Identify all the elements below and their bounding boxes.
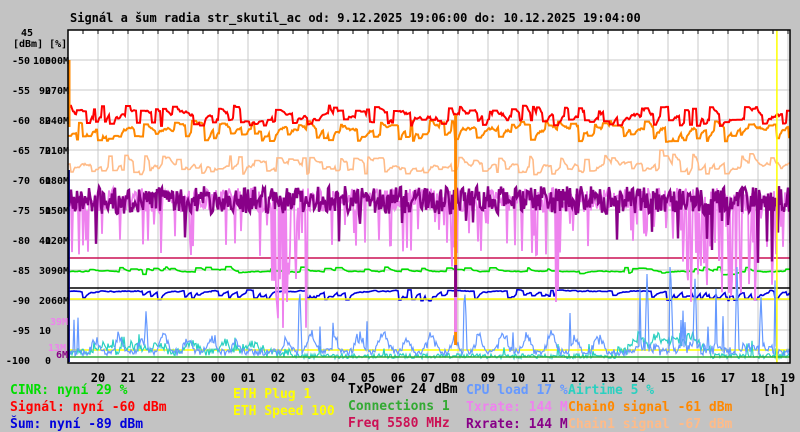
series-rxrate (68, 182, 790, 263)
svg-text:16: 16 (691, 371, 705, 385)
series-signal (68, 104, 790, 127)
svg-text:17: 17 (721, 371, 735, 385)
svg-text:04: 04 (331, 371, 345, 385)
svg-text:300M: 300M (45, 56, 69, 67)
svg-text:20: 20 (39, 296, 51, 307)
svg-text:-90: -90 (12, 296, 30, 307)
svg-text:20: 20 (91, 371, 105, 385)
legend-freq: Freq 5580 MHz (348, 416, 450, 431)
svg-text:19: 19 (781, 371, 795, 385)
svg-text:60M: 60M (51, 296, 69, 307)
svg-text:-80: -80 (12, 236, 30, 247)
legend-rxrate: Rxrate: 144 M (466, 417, 568, 432)
svg-text:09: 09 (481, 371, 495, 385)
y-axis-rate-label: 13M (48, 343, 66, 354)
svg-text:14: 14 (631, 371, 645, 385)
svg-text:40: 40 (39, 236, 51, 247)
svg-text:06: 06 (391, 371, 405, 385)
svg-text:-100: -100 (6, 356, 30, 367)
svg-text:-95: -95 (12, 326, 30, 337)
y-axis-rate-label: 39M (50, 317, 68, 328)
series-chain1 (68, 149, 790, 176)
event-markers (67, 30, 778, 363)
svg-text:90M: 90M (51, 266, 69, 277)
legend-chain0: Chain0 signal -61 dBm (568, 400, 733, 415)
legend-noise: Šum: nyní -89 dBm (10, 417, 144, 432)
svg-text:22: 22 (151, 371, 165, 385)
svg-text:80: 80 (39, 116, 51, 127)
top-border-ticks (82, 30, 789, 34)
svg-text:-75: -75 (12, 206, 30, 217)
y-axis-top-label: 45 (21, 28, 33, 39)
svg-text:240M: 240M (45, 116, 69, 127)
svg-text:270M: 270M (45, 86, 69, 97)
svg-text:10: 10 (39, 326, 51, 337)
legend-airtime: Airtime 5 % (568, 383, 655, 398)
svg-text:08: 08 (451, 371, 465, 385)
svg-text:23: 23 (181, 371, 195, 385)
svg-text:07: 07 (421, 371, 435, 385)
legend-cpu-load: CPU load 17 % (466, 383, 568, 398)
svg-text:-85: -85 (12, 266, 30, 277)
legend-txpower: TxPower 24 dBm (348, 382, 458, 397)
legend-eth-speed: ETH Speed 100 (233, 404, 335, 419)
svg-text:15: 15 (661, 371, 675, 385)
legend-connections: Connections 1 (348, 399, 450, 414)
svg-text:100: 100 (33, 56, 51, 67)
series-cpu (68, 266, 790, 358)
svg-text:12: 12 (571, 371, 585, 385)
svg-text:01: 01 (241, 371, 255, 385)
graph-title: Signál a šum radia str_skutil_ac od: 9.1… (70, 11, 641, 25)
y-axis-rate-label: 6M (56, 350, 68, 361)
svg-text:13: 13 (601, 371, 615, 385)
svg-text:02: 02 (271, 371, 285, 385)
svg-text:0: 0 (45, 356, 51, 367)
svg-text:03: 03 (301, 371, 315, 385)
plot-border (67, 29, 791, 364)
svg-text:70: 70 (39, 146, 51, 157)
svg-text:-60: -60 (12, 116, 30, 127)
svg-text:150M: 150M (45, 206, 69, 217)
svg-text:180M: 180M (45, 176, 69, 187)
legend-cinr: CINR: nyní 29 % (10, 383, 128, 398)
svg-text:210M: 210M (45, 146, 69, 157)
svg-text:05: 05 (361, 371, 375, 385)
legend-txrate: Txrate: 144 M (466, 400, 568, 415)
legend-eth-plug: ETH Plug 1 (233, 387, 312, 402)
svg-text:-55: -55 (12, 86, 30, 97)
svg-text:50: 50 (39, 206, 51, 217)
svg-text:60: 60 (39, 176, 51, 187)
svg-text:30: 30 (39, 266, 51, 277)
svg-text:-70: -70 (12, 176, 30, 187)
svg-text:18: 18 (751, 371, 765, 385)
series-chain0 (68, 119, 790, 143)
svg-text:120M: 120M (45, 236, 69, 247)
x-axis-unit-label: [h] (763, 383, 787, 398)
svg-text:11: 11 (541, 371, 555, 385)
legend-chain1: Chain1 signal -67 dBm (568, 417, 733, 432)
series-group (68, 104, 790, 361)
svg-text:21: 21 (121, 371, 135, 385)
svg-text:90: 90 (39, 86, 51, 97)
y-axis-header: [dBm] [%] (13, 39, 67, 50)
svg-text:-65: -65 (12, 146, 30, 157)
svg-text:00: 00 (211, 371, 225, 385)
legend-signal: Signál: nyní -60 dBm (10, 400, 167, 415)
svg-text:10: 10 (511, 371, 525, 385)
x-axis-hour-labels: 20 21 22 23 00 01 02 03 04 05 06 07 08 09 10 11 12 13 14 15… (91, 371, 795, 385)
svg-text:-50: -50 (12, 56, 30, 67)
